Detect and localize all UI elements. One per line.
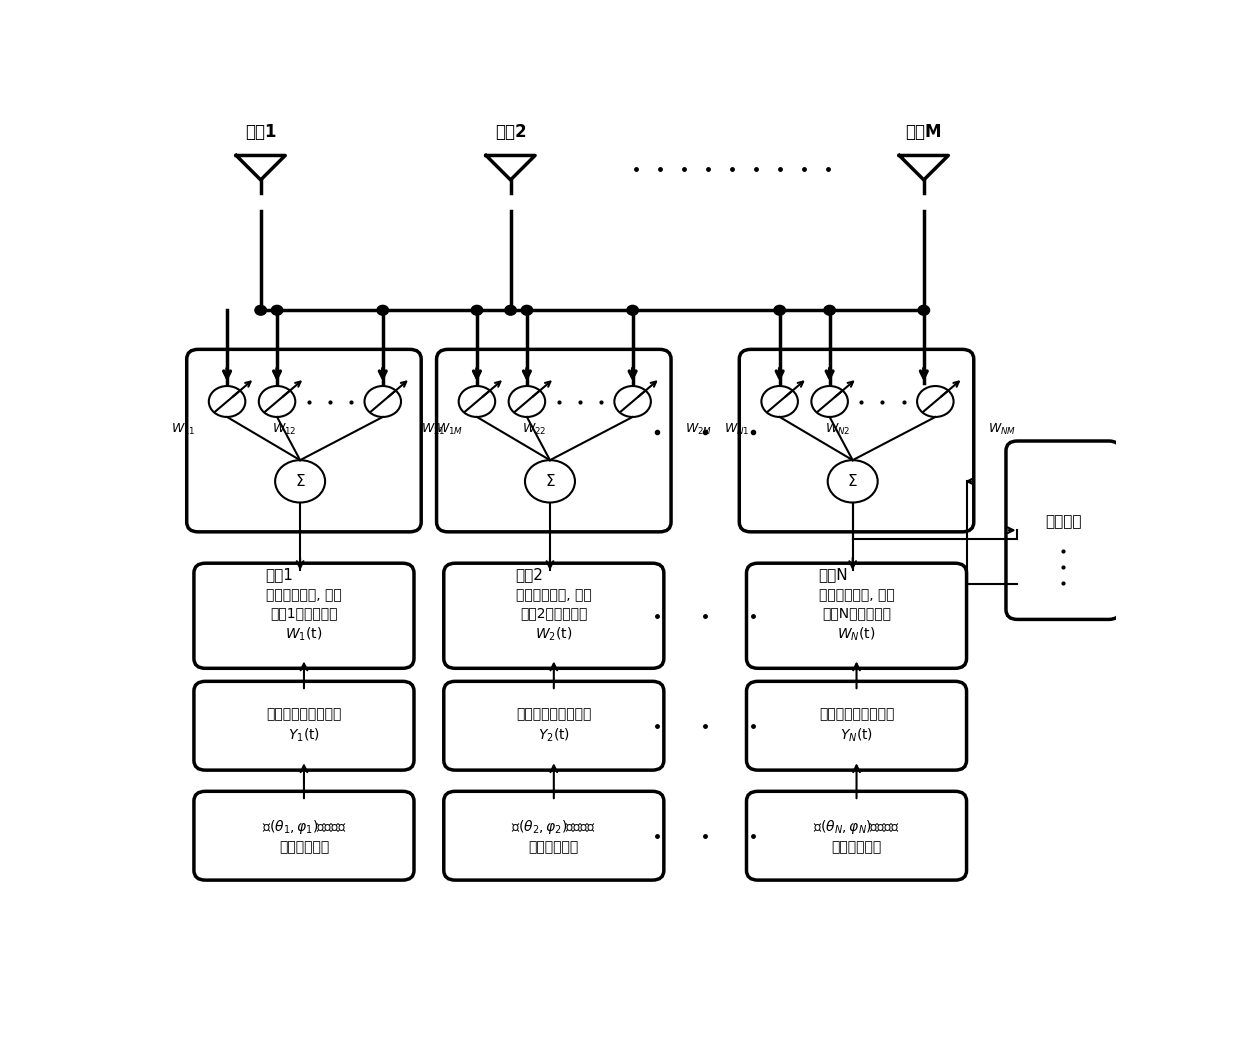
Text: 时间反演运算, 得到
波束1的激励信号
$W_1$(t): 时间反演运算, 得到 波束1的激励信号 $W_1$(t) <box>267 588 342 643</box>
Text: 从($\theta_1,\varphi_1$)方向入射
平面电磁脉冲: 从($\theta_1,\varphi_1$)方向入射 平面电磁脉冲 <box>262 818 346 854</box>
Circle shape <box>275 460 325 503</box>
FancyBboxPatch shape <box>444 681 663 770</box>
Text: $W_{11}$: $W_{11}$ <box>171 422 196 437</box>
Text: 子阵M: 子阵M <box>905 123 942 141</box>
FancyBboxPatch shape <box>193 791 414 880</box>
Circle shape <box>508 386 546 417</box>
Circle shape <box>255 306 267 315</box>
Circle shape <box>774 306 785 315</box>
FancyBboxPatch shape <box>746 681 966 770</box>
Text: $\Sigma$: $\Sigma$ <box>544 473 556 490</box>
Text: 波束2: 波束2 <box>516 567 543 582</box>
Circle shape <box>811 386 848 417</box>
Circle shape <box>377 306 388 315</box>
Circle shape <box>459 386 495 417</box>
Text: 子阵1: 子阵1 <box>246 123 277 141</box>
FancyBboxPatch shape <box>436 349 671 532</box>
Circle shape <box>823 306 836 315</box>
Circle shape <box>471 306 482 315</box>
Circle shape <box>272 306 283 315</box>
Text: $W_{N1}$: $W_{N1}$ <box>724 422 749 437</box>
Circle shape <box>525 460 575 503</box>
Circle shape <box>521 306 533 315</box>
Circle shape <box>208 386 246 417</box>
Text: $W_{NM}$: $W_{NM}$ <box>988 422 1017 437</box>
Text: 端口处提取时域响应
$Y_1$(t): 端口处提取时域响应 $Y_1$(t) <box>267 708 342 744</box>
Text: $W_{N2}$: $W_{N2}$ <box>825 422 851 437</box>
Text: 从($\theta_N,\varphi_N$)方向入射
平面电磁脉冲: 从($\theta_N,\varphi_N$)方向入射 平面电磁脉冲 <box>813 818 900 854</box>
FancyBboxPatch shape <box>739 349 973 532</box>
FancyBboxPatch shape <box>444 791 663 880</box>
Text: 子阵2: 子阵2 <box>495 123 527 141</box>
Text: 时间反演运算, 得到
波束2的激励信号
$W_2$(t): 时间反演运算, 得到 波束2的激励信号 $W_2$(t) <box>516 588 591 643</box>
FancyBboxPatch shape <box>746 791 966 880</box>
FancyBboxPatch shape <box>1006 441 1120 619</box>
FancyBboxPatch shape <box>193 563 414 669</box>
FancyBboxPatch shape <box>746 563 966 669</box>
Text: $W_{1M}$: $W_{1M}$ <box>435 422 463 437</box>
Text: 端口处提取时域响应
$Y_N$(t): 端口处提取时域响应 $Y_N$(t) <box>818 708 894 744</box>
Text: 调整权值: 调整权值 <box>1045 514 1081 530</box>
Text: $\Sigma$: $\Sigma$ <box>295 473 305 490</box>
FancyBboxPatch shape <box>187 349 422 532</box>
Text: $W_{2M}$: $W_{2M}$ <box>686 422 713 437</box>
Circle shape <box>828 460 878 503</box>
FancyBboxPatch shape <box>193 681 414 770</box>
Circle shape <box>505 306 516 315</box>
Text: $\Sigma$: $\Sigma$ <box>847 473 858 490</box>
Text: 端口处提取时域响应
$Y_2$(t): 端口处提取时域响应 $Y_2$(t) <box>516 708 591 744</box>
Text: $W_{21}$: $W_{21}$ <box>422 422 446 437</box>
Circle shape <box>259 386 295 417</box>
Text: $W_{22}$: $W_{22}$ <box>522 422 547 437</box>
Text: 波束N: 波束N <box>818 567 848 582</box>
Circle shape <box>614 386 651 417</box>
Circle shape <box>918 306 930 315</box>
Text: 时间反演运算, 得到
波束N的激励信号
$W_N$(t): 时间反演运算, 得到 波束N的激励信号 $W_N$(t) <box>818 588 894 643</box>
Text: 从($\theta_2,\varphi_2$)方向入射
平面电磁脉冲: 从($\theta_2,\varphi_2$)方向入射 平面电磁脉冲 <box>511 818 596 854</box>
Circle shape <box>918 386 954 417</box>
Text: $W_{12}$: $W_{12}$ <box>273 422 296 437</box>
Circle shape <box>627 306 639 315</box>
FancyBboxPatch shape <box>444 563 663 669</box>
Text: 波束1: 波束1 <box>265 567 294 582</box>
Circle shape <box>761 386 797 417</box>
Circle shape <box>365 386 401 417</box>
